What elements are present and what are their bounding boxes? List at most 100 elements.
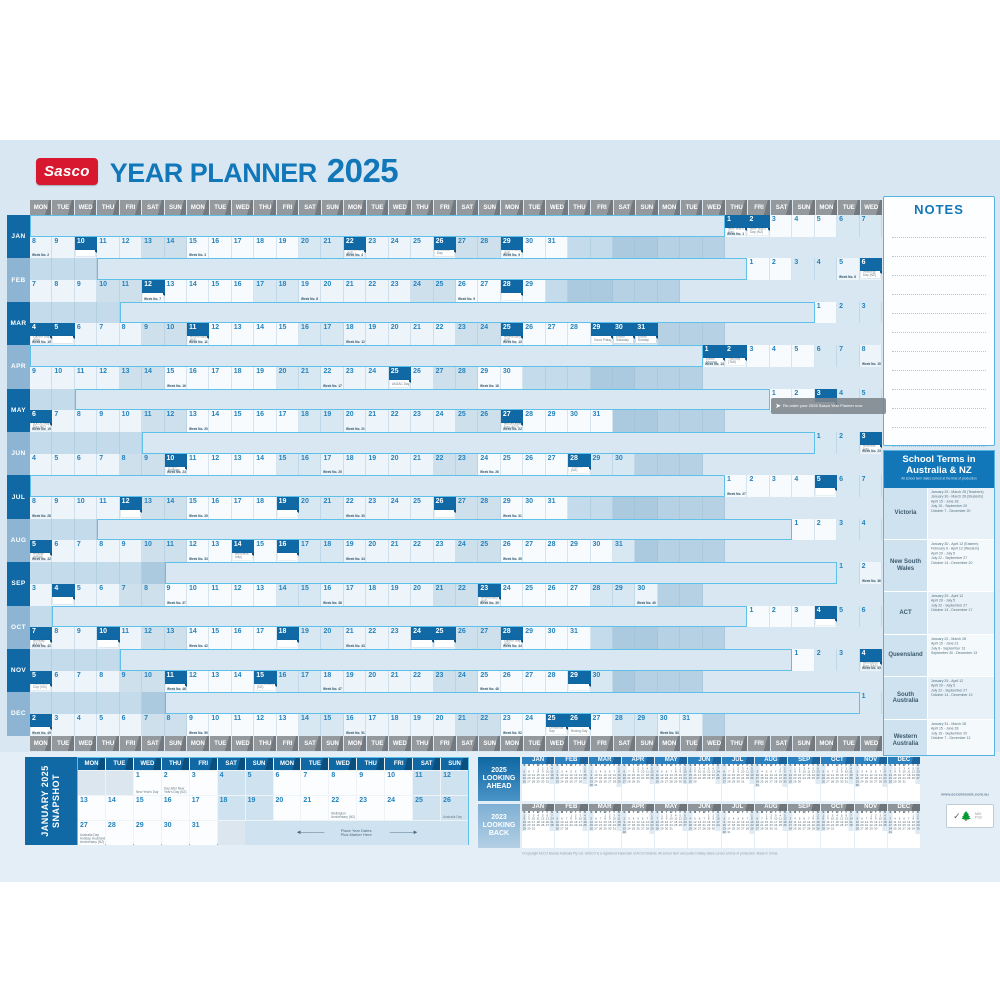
- weekday-header-cell: TUE: [523, 200, 546, 215]
- month-row-feb: 1 2 3 4 5 Week No. 6 6 Waitangi Day (NZ) 7 8 9 10 11…: [30, 258, 882, 302]
- day-number: 30: [659, 714, 668, 722]
- day-number: 12: [99, 367, 108, 375]
- mini-month-header: FEB: [555, 804, 588, 811]
- day-number: 11: [121, 281, 130, 289]
- day-number: 23: [345, 367, 354, 375]
- snapshot-header-cell: FRI: [189, 758, 217, 770]
- day-number: 19: [301, 628, 309, 636]
- mini-month-header: SEP: [788, 757, 821, 764]
- day-number: 7: [54, 411, 59, 419]
- day-cell: 16: [231, 280, 255, 302]
- day-cell: 7: [119, 583, 143, 606]
- day-cell: 6: [74, 453, 98, 476]
- day-number: 13: [166, 628, 175, 636]
- january-snapshot-grid: MON TUE WED THU FRI SAT SUN MON TUE WED THU FRI SAT S…: [77, 757, 469, 845]
- day-number: 2: [771, 259, 776, 267]
- day-number: 22: [458, 584, 466, 592]
- day-number: 11: [99, 237, 107, 245]
- day-cell: 2: [837, 431, 860, 454]
- day-cell: 13: [209, 540, 232, 563]
- holiday-day-number: 26: [433, 236, 456, 253]
- mini-month-may: MAY S M T W T F S 1 2 3 4 5 6 7 8 9 10 11 12 13 14 15 16 17 18 19 2…: [655, 757, 688, 801]
- day-number: 6: [275, 772, 280, 779]
- day-number: 20: [275, 797, 284, 804]
- day-number: 4: [816, 259, 821, 267]
- day-number: 19: [301, 281, 309, 289]
- weekday-header-cell: THU: [568, 200, 591, 215]
- snapshot-day-cell: 24: [385, 796, 413, 820]
- day-cell: 22 Week No. 17: [321, 366, 344, 389]
- day-number: 20: [368, 541, 377, 549]
- weekday-header-cell: THU: [725, 200, 748, 215]
- mini-month-body: S M T W T F S 1 2 3 4 5 6 7 8 9 10 11 12 13 14 15 16 17 18 19 20 21…: [688, 764, 721, 801]
- week-number: Week No. 1: [727, 232, 745, 236]
- snapshot-header-cell: MON: [273, 758, 301, 770]
- notes-line: [892, 390, 986, 409]
- day-number: 17: [323, 324, 332, 332]
- day-number: 1: [839, 563, 844, 571]
- day-cell: 25: [411, 497, 434, 519]
- week-number: Week No. 30: [345, 514, 365, 518]
- week-number: Week No. 20: [188, 427, 208, 431]
- day-cell: 24: [366, 366, 389, 389]
- week-number: Week No. 50: [188, 731, 208, 735]
- snapshot-empty-cell: [105, 771, 133, 795]
- day-number: 1: [816, 302, 821, 310]
- day-cell: 1: [814, 431, 838, 454]
- state-term-dates: January 29 - April 12 April 29 - July 5 Ju…: [931, 594, 973, 613]
- day-number: 24: [387, 797, 395, 804]
- holiday-day-number: 25: [545, 713, 569, 730]
- day-cell: 1: [747, 258, 770, 281]
- day-number: 25: [413, 498, 421, 506]
- day-cell: 21: [456, 713, 479, 736]
- empty-cell: [119, 562, 143, 584]
- notes-line: [892, 219, 986, 238]
- mini-month-header: APR: [621, 804, 654, 811]
- holiday-day-number: 28: [500, 627, 524, 644]
- day-cell: 29: [523, 280, 546, 302]
- holiday-day-number: 5: [52, 323, 75, 340]
- snapshot-header-cell: THU: [161, 758, 189, 770]
- state-term-dates: January 30 - April 12 (Eastern) February …: [931, 542, 979, 565]
- day-cell: 16: [186, 366, 210, 389]
- day-cell: 22: [478, 713, 501, 736]
- day-cell: 25: [478, 540, 501, 563]
- day-number: 19: [345, 671, 354, 679]
- week-number: Week No. 11: [188, 340, 208, 345]
- day-cell: 29 Good Friday: [590, 323, 613, 346]
- snapshot-header-cell: WED: [329, 758, 357, 770]
- day-cell: 13: [209, 670, 232, 693]
- day-cell: 13 Week No. 20: [186, 410, 210, 432]
- day-number: 10: [76, 498, 85, 506]
- day-cell: 16: [209, 236, 232, 259]
- day-number: 20: [368, 671, 377, 679]
- empty-cell: [568, 497, 591, 519]
- day-cell: 15 Week No. 3: [186, 236, 210, 259]
- day-number: 28: [592, 584, 601, 592]
- day-number: 11: [144, 411, 152, 419]
- weekday-header-cell: THU: [254, 736, 276, 751]
- weekday-header-cell: SAT: [613, 736, 636, 751]
- day-cell: 31: [590, 410, 613, 432]
- mini-month-dec: DEC S M T W T F S 1 2 3 4 5 6 7 8 9 10 11 12 13 14 15 16 17 18 19 2…: [887, 804, 920, 848]
- day-cell: 16: [254, 410, 277, 432]
- empty-cell: [74, 518, 98, 541]
- day-cell: 5: [814, 215, 838, 237]
- day-number: 17: [301, 671, 309, 679]
- holiday-day-number: 6: [30, 410, 53, 427]
- mini-month-body: S M T W T F S 1 2 3 4 5 6 7 8 9 10 11 12 13 14 15 16 17 18 19 20 21…: [887, 811, 920, 848]
- empty-cell: [97, 648, 120, 671]
- mini-month-jul: JUL S M T W T F S 1 2 3 4 5 6 7 8 9 10 11 12 13 14 15 16 17 18 19 2…: [721, 757, 754, 801]
- day-number: 11: [121, 628, 130, 636]
- holiday-day-number: 15: [254, 670, 277, 687]
- state-name: Western Australia: [884, 719, 928, 755]
- holiday-note: [165, 683, 185, 691]
- day-cell: 24: [500, 583, 524, 606]
- day-cell: 22: [456, 583, 479, 606]
- day-number: 10: [144, 671, 152, 679]
- looking-back-minis: JAN S M T W T F S 1 2 3 4 5 6 7 8 9 10 11 12 13 14 15 16 17 18 19 2…: [522, 804, 920, 848]
- day-number: 20: [323, 281, 332, 289]
- notes-line: [892, 314, 986, 333]
- week-number: Week No. 6: [839, 275, 857, 280]
